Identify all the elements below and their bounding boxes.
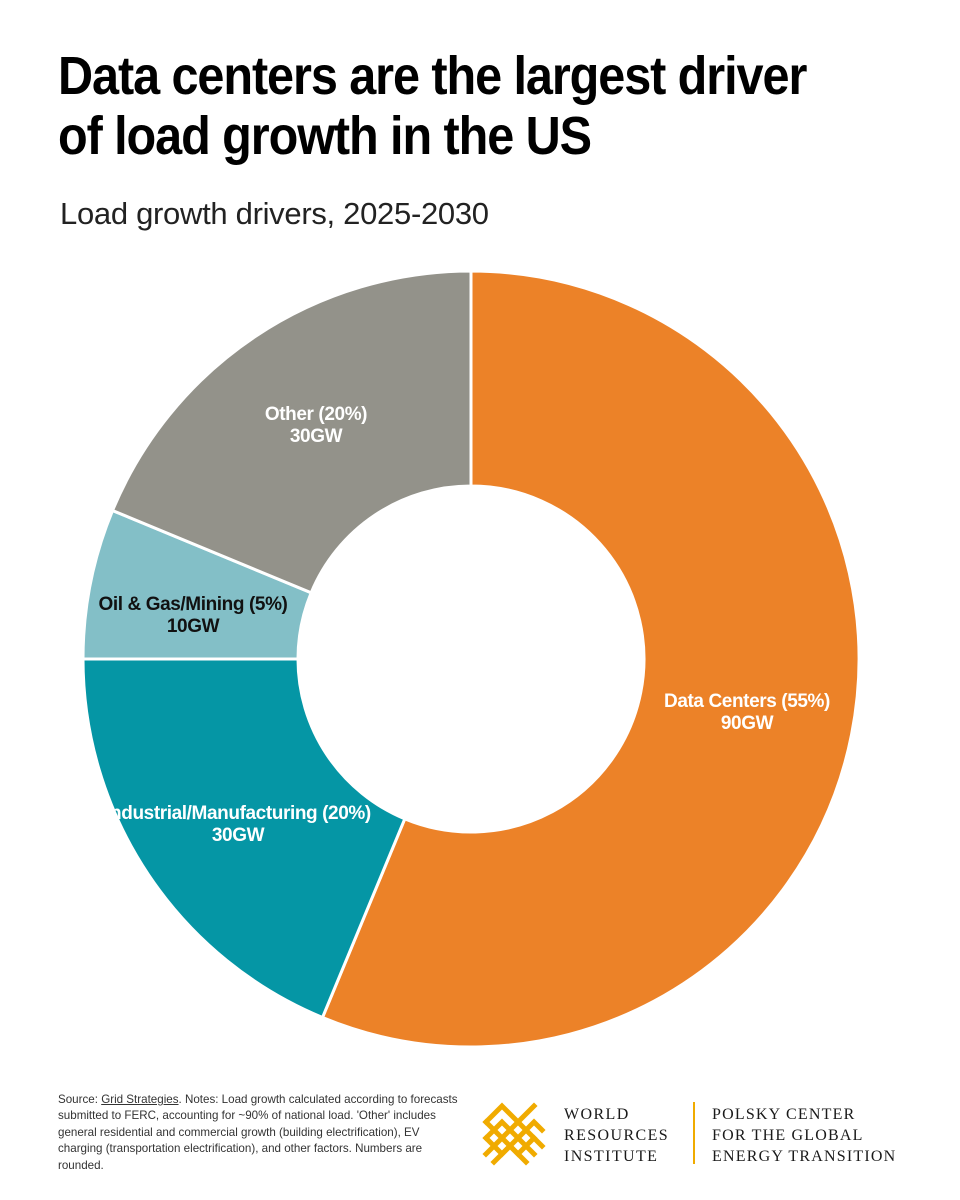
slice-label-name: Oil & Gas/Mining (5%)	[98, 594, 287, 615]
footnote-text: . Notes: Load growth calculated accordin…	[58, 1093, 458, 1172]
wri-logo-text: WORLD RESOURCES INSTITUTE	[564, 1104, 669, 1167]
wri-logo-mark-icon	[482, 1102, 546, 1166]
slice-data	[320, 269, 861, 1049]
slice-label-value: 90GW	[721, 713, 774, 734]
logo-divider	[693, 1102, 695, 1164]
chart-subtitle: Load growth drivers, 2025-2030	[60, 196, 489, 231]
logo-area: WORLD RESOURCES INSTITUTE POLSKY CENTER …	[478, 1100, 938, 1170]
slice-other	[110, 269, 473, 595]
polsky-line-2: FOR THE GLOBAL	[712, 1127, 864, 1144]
polsky-line-3: ENERGY TRANSITION	[712, 1148, 897, 1165]
slice-industrialmanufacturing	[81, 657, 407, 1020]
slice-label: Oil & Gas/Mining (5%) 10GW	[98, 594, 287, 637]
slice-label-value: 30GW	[290, 426, 343, 447]
wri-line-1: WORLD	[564, 1106, 630, 1123]
donut-chart: Data Centers (55%) 90GW Industrial/Manufac…	[81, 269, 861, 1049]
slice-label-value: 30GW	[212, 825, 265, 846]
slice-label: Other (20%) 30GW	[265, 404, 367, 447]
donut-slices	[81, 269, 861, 1049]
wri-line-3: INSTITUTE	[564, 1148, 659, 1165]
polsky-logo-text: POLSKY CENTER FOR THE GLOBAL ENERGY TRAN…	[712, 1104, 896, 1167]
slice-label: Data Centers (55%) 90GW	[664, 691, 830, 734]
polsky-line-1: POLSKY CENTER	[712, 1106, 856, 1123]
slice-label-name: Industrial/Manufacturing (20%)	[105, 803, 371, 824]
slice-label-name: Data Centers (55%)	[664, 691, 830, 712]
wri-line-2: RESOURCES	[564, 1127, 670, 1144]
donut-labels: Data Centers (55%) 90GW Industrial/Manufac…	[98, 404, 830, 846]
source-link[interactable]: Grid Strategies	[101, 1093, 179, 1106]
slice-label: Industrial/Manufacturing (20%) 30GW	[105, 803, 371, 846]
footnote: Source: Grid Strategies. Notes: Load gro…	[58, 1092, 458, 1174]
source-prefix: Source:	[58, 1093, 102, 1106]
chart-title: Data centers are the largest driver of l…	[58, 46, 807, 167]
slice-label-name: Other (20%)	[265, 404, 367, 425]
slice-label-value: 10GW	[167, 616, 220, 637]
